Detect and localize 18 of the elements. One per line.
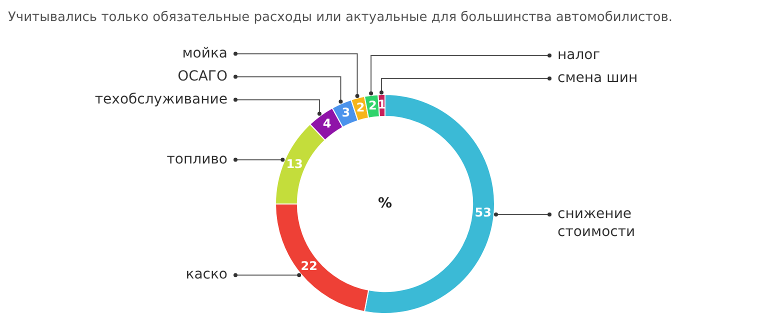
slice-label: смена шин [558, 70, 638, 86]
slice-label: снижение стоимости [558, 206, 636, 240]
slice-label: мойка [182, 45, 228, 62]
slice-label: каско [186, 266, 228, 283]
chart-title: Учитывались только обязательные расходы или актуальные для большинства автомобилистов. [8, 9, 674, 27]
data-label: 13 [286, 156, 303, 171]
data-label: 2 [368, 98, 377, 112]
data-label: 1 [378, 98, 386, 112]
text: % [378, 196, 392, 212]
slice-label: налог [558, 47, 600, 64]
data-label: 22 [300, 258, 318, 273]
slice-label: ОСАГО [178, 68, 228, 84]
slice-label: техобслуживание [94, 91, 228, 108]
data-label: 2 [356, 100, 365, 115]
slice-label: топливо [166, 151, 228, 168]
data-label: 4 [322, 116, 332, 130]
data-label: 3 [342, 106, 350, 120]
data-label: 53 [474, 205, 492, 220]
